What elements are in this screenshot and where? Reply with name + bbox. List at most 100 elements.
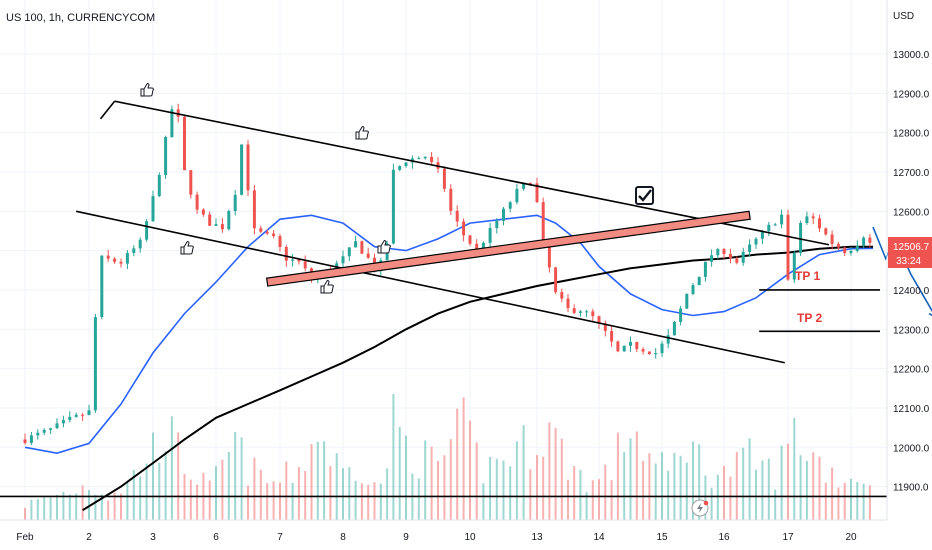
volume-bar (227, 452, 230, 520)
volume-bar (36, 499, 39, 520)
thumbs-up-glyph (140, 83, 154, 97)
volume-bar (49, 497, 52, 520)
candle-body (585, 311, 589, 313)
tp2-label: TP 2 (797, 311, 822, 325)
volume-bar (126, 480, 129, 520)
candle-body (29, 435, 33, 443)
volume-bar (379, 483, 382, 520)
volume-bar (567, 479, 569, 520)
thumbs-up-icon (180, 241, 194, 255)
volume-bar (748, 438, 751, 520)
candle-body (227, 211, 231, 230)
volume-bar (342, 468, 344, 520)
volume-bar (68, 494, 71, 520)
price-tick-label: 13000.0 (893, 50, 930, 61)
candle-body (554, 267, 558, 293)
time-tick-label: 16 (718, 532, 730, 543)
icon-layer (140, 83, 709, 517)
price-tick-label: 12200.0 (893, 365, 930, 376)
candle-body (722, 249, 726, 254)
price-tick-label: 12600.0 (893, 207, 930, 218)
candle-body (164, 137, 168, 175)
volume-bar (279, 482, 281, 520)
volume-bar (310, 444, 313, 520)
volume-bar (240, 437, 243, 520)
volume-bar (843, 482, 846, 520)
candle-body (528, 183, 532, 185)
volume-bar (629, 438, 632, 520)
candle-body (760, 231, 764, 239)
volume-bar (735, 452, 738, 520)
volume-bar (291, 482, 294, 520)
volume-bar (774, 489, 777, 520)
volume-bar (623, 452, 626, 520)
candle-body (508, 202, 512, 209)
candle-body (811, 216, 815, 219)
volume-bar (475, 442, 478, 520)
candle-body (616, 341, 620, 352)
candle-body (423, 156, 427, 159)
candle-body (430, 156, 434, 163)
volume-bar (610, 480, 613, 520)
candle-body (754, 238, 758, 245)
candle-body (481, 242, 485, 250)
thumbs-up-glyph (180, 241, 194, 255)
price-tick-label: 12700.0 (893, 168, 930, 179)
volume-bar (88, 490, 90, 520)
candle-body (246, 144, 250, 191)
candle-body (824, 228, 828, 235)
volume-bar (43, 495, 46, 520)
volume-bar (152, 432, 154, 520)
moving-average-slow (82, 245, 873, 512)
candle-body (495, 220, 499, 229)
price-tick-label: 11900.0 (893, 483, 929, 494)
volume-bar (75, 493, 78, 520)
volume-bar (266, 483, 269, 520)
volume-bar (635, 431, 638, 520)
volume-bar (648, 453, 651, 520)
price-tick-label: 12300.0 (893, 325, 930, 336)
volume-bar (799, 455, 802, 520)
candle-body (502, 208, 505, 221)
volume-bar (196, 484, 199, 520)
volume-bar (56, 494, 58, 520)
candle-body (87, 410, 91, 416)
checkbox-frame (635, 186, 654, 205)
volume-bar (234, 431, 237, 520)
time-axis[interactable]: Feb 2 3 6 7 8 9 10 13 14 15 16 17 20 (16, 532, 857, 543)
volume-bar (323, 441, 326, 520)
candle-body (672, 321, 676, 336)
volume-layer (24, 393, 871, 520)
volume-bar (704, 475, 707, 520)
candle-body (183, 116, 186, 171)
volume-bar (824, 482, 827, 520)
last-price-tag: 12506.7 33:24 (888, 237, 932, 268)
thumbs-up-icon (320, 280, 334, 294)
candle-body (597, 316, 601, 324)
candle-body (468, 235, 472, 244)
price-axis[interactable]: 13000.012900.012800.012700.012600.012500… (893, 50, 930, 494)
volume-bar (456, 408, 459, 520)
volume-bar (215, 466, 217, 520)
candle-body (189, 170, 193, 195)
volume-bar (94, 494, 97, 520)
volume-bar (673, 452, 676, 520)
volume-bar (831, 467, 834, 520)
time-tick-label: 3 (150, 532, 156, 543)
candle-body (442, 168, 446, 189)
volume-bar (335, 453, 338, 520)
candle-body (68, 416, 72, 421)
volume-bar (405, 435, 407, 520)
thumbs-up-glyph (355, 126, 369, 140)
candle-body (297, 259, 301, 262)
candle-body (265, 231, 269, 234)
forecast-arrowhead (928, 312, 932, 317)
lightning-icon (691, 499, 709, 517)
volume-bar (679, 455, 682, 520)
candle-body (805, 216, 809, 223)
volume-bar (247, 485, 249, 520)
volume-bar (81, 485, 84, 520)
volume-bar (482, 483, 485, 520)
volume-bar (548, 422, 551, 520)
